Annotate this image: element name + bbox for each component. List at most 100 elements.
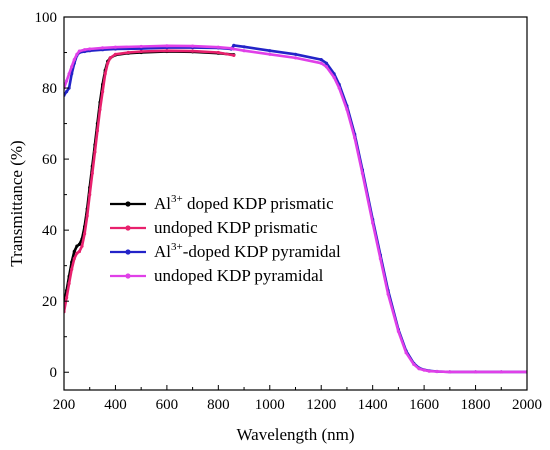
x-tick-label: 1600 xyxy=(409,397,439,413)
legend-marker xyxy=(125,273,131,279)
data-point xyxy=(324,61,328,65)
y-tick-label: 40 xyxy=(42,223,57,239)
data-point xyxy=(422,368,426,372)
data-point xyxy=(232,47,236,51)
data-point xyxy=(67,86,71,90)
x-tick-label: 1800 xyxy=(461,397,491,413)
data-point xyxy=(75,244,79,248)
data-point xyxy=(191,49,195,53)
legend-item: undoped KDP prismatic xyxy=(110,218,318,237)
y-tick-label: 100 xyxy=(35,10,58,26)
series-1 xyxy=(64,49,236,314)
legend-label: Al3+ doped KDP prismatic xyxy=(154,193,334,213)
data-point xyxy=(165,49,169,53)
data-point xyxy=(412,362,416,366)
data-point xyxy=(474,370,478,374)
data-point xyxy=(67,281,71,285)
data-point xyxy=(83,232,87,236)
data-point xyxy=(90,171,94,175)
data-point xyxy=(65,79,69,83)
data-point xyxy=(108,56,112,60)
data-point xyxy=(232,53,236,58)
data-point xyxy=(93,150,97,154)
data-point xyxy=(77,242,81,246)
data-point xyxy=(324,65,328,69)
data-point xyxy=(427,369,431,373)
data-point xyxy=(88,193,92,197)
data-point xyxy=(67,72,71,76)
y-axis-title: Transmittance (%) xyxy=(7,140,26,266)
x-tick-label: 1200 xyxy=(306,397,336,413)
data-point xyxy=(404,351,408,355)
data-point xyxy=(191,44,195,48)
data-point xyxy=(242,49,246,53)
legend: Al3+ doped KDP prismatic undoped KDP pris… xyxy=(110,193,341,285)
data-point xyxy=(417,367,421,371)
x-tick-label: 200 xyxy=(53,397,76,413)
data-point xyxy=(435,369,439,374)
legend-label: undoped KDP prismatic xyxy=(154,218,318,237)
data-point xyxy=(378,257,382,261)
data-point xyxy=(101,90,105,94)
data-point xyxy=(75,52,79,56)
data-point xyxy=(448,370,452,374)
y-tick-label: 0 xyxy=(50,365,58,381)
data-point xyxy=(126,50,130,55)
data-point xyxy=(371,221,375,225)
data-point xyxy=(80,244,84,248)
legend-label: undoped KDP pyramidal xyxy=(154,266,324,285)
data-point xyxy=(113,45,117,49)
data-point xyxy=(70,267,74,271)
series-layer xyxy=(64,43,527,374)
data-point xyxy=(386,292,390,296)
data-point xyxy=(72,58,76,62)
y-tick-label: 20 xyxy=(42,294,57,310)
data-point xyxy=(332,75,336,79)
data-point xyxy=(139,44,143,49)
data-point xyxy=(319,61,323,65)
data-point xyxy=(72,257,76,261)
data-point xyxy=(88,47,92,51)
data-point xyxy=(293,52,298,56)
x-tick-label: 800 xyxy=(207,397,230,413)
data-point xyxy=(98,107,102,111)
data-point xyxy=(216,45,220,49)
data-point xyxy=(106,61,110,65)
data-point xyxy=(65,90,69,94)
data-point xyxy=(396,329,400,333)
data-point xyxy=(165,44,169,48)
x-tick-label: 1000 xyxy=(255,397,285,413)
legend-label: Al3+-doped KDP pyramidal xyxy=(154,241,341,261)
data-point xyxy=(293,56,298,60)
data-point xyxy=(70,72,74,76)
ticks-layer xyxy=(63,16,528,390)
data-point xyxy=(353,136,357,140)
data-point xyxy=(77,49,81,53)
x-tick-label: 400 xyxy=(104,397,127,413)
x-tick-label: 2000 xyxy=(512,397,542,413)
data-point xyxy=(101,46,105,50)
legend-item: Al3+ doped KDP prismatic xyxy=(110,193,334,213)
data-point xyxy=(319,58,323,62)
series-3 xyxy=(64,44,527,374)
legend-item: undoped KDP pyramidal xyxy=(110,266,324,285)
data-point xyxy=(103,72,107,76)
data-point xyxy=(499,370,503,374)
data-point xyxy=(229,46,233,50)
data-point xyxy=(139,49,143,54)
y-tick-label: 60 xyxy=(42,152,57,168)
data-point xyxy=(268,49,272,53)
data-point xyxy=(216,50,220,55)
data-point xyxy=(360,171,364,175)
legend-marker xyxy=(125,225,131,231)
legend-item: Al3+-doped KDP pyramidal xyxy=(110,241,341,261)
data-point xyxy=(83,48,87,52)
data-point xyxy=(268,52,272,56)
x-axis-title: Wavelength (nm) xyxy=(236,425,354,444)
data-point xyxy=(242,45,246,49)
tick-labels-layer: 200 400 600 800 1000 1200 1400 1600 1800 2000 0 20 4… xyxy=(35,10,543,413)
legend-marker xyxy=(125,201,131,207)
data-point xyxy=(77,249,81,254)
data-point xyxy=(345,107,349,111)
